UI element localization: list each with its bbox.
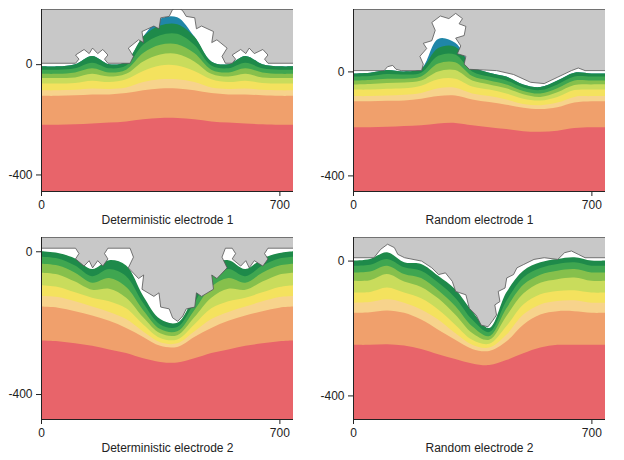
- svg-text:0: 0: [38, 198, 45, 212]
- svg-text:Deterministic electrode 1: Deterministic electrode 1: [101, 213, 233, 227]
- svg-text:Random electrode 1: Random electrode 1: [425, 213, 533, 227]
- svg-text:Deterministic electrode 2: Deterministic electrode 2: [101, 441, 233, 455]
- svg-text:-400: -400: [8, 168, 32, 182]
- svg-text:0: 0: [350, 198, 357, 212]
- svg-text:0: 0: [350, 426, 357, 440]
- svg-text:0: 0: [38, 426, 45, 440]
- svg-text:700: 700: [582, 426, 602, 440]
- svg-text:0: 0: [338, 65, 345, 79]
- svg-text:0: 0: [26, 57, 33, 71]
- svg-text:-400: -400: [8, 387, 32, 401]
- svg-text:700: 700: [270, 198, 290, 212]
- svg-text:0: 0: [338, 254, 345, 268]
- svg-text:Random electrode 2: Random electrode 2: [425, 441, 533, 455]
- svg-text:700: 700: [270, 426, 290, 440]
- svg-text:-400: -400: [320, 389, 344, 403]
- svg-text:0: 0: [26, 245, 33, 259]
- svg-text:700: 700: [582, 198, 602, 212]
- svg-text:-400: -400: [320, 169, 344, 183]
